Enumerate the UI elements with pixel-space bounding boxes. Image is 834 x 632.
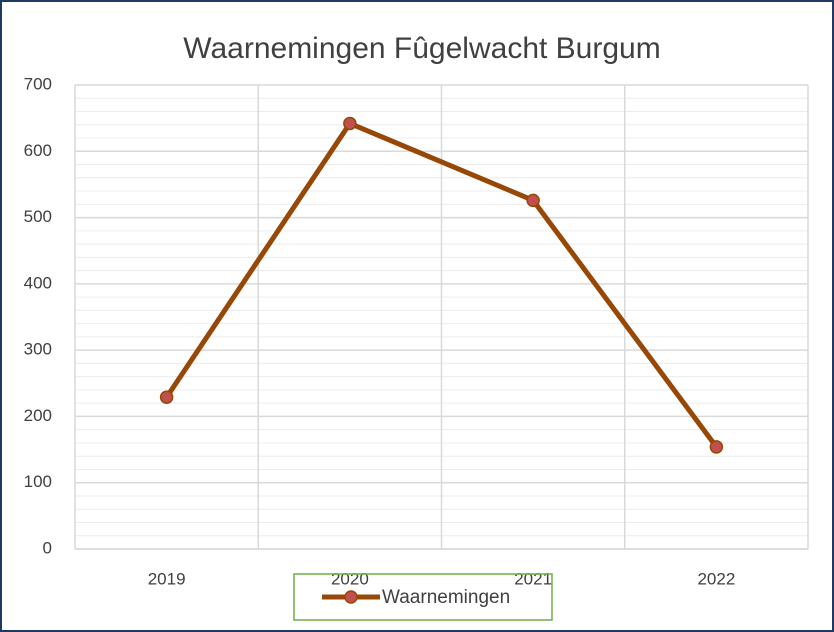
y-tick-label: 200 <box>24 406 52 425</box>
y-tick-label: 300 <box>24 340 52 359</box>
y-tick-label: 600 <box>24 141 52 160</box>
data-point <box>526 193 540 208</box>
data-point <box>709 440 724 454</box>
x-tick-label: 2021 <box>514 569 552 588</box>
data-line <box>164 120 719 449</box>
y-tick-label: 100 <box>24 472 52 491</box>
y-tick-label: 700 <box>24 74 52 93</box>
data-point <box>159 390 174 404</box>
y-tick-label: 500 <box>24 207 52 226</box>
chart-title: Waarnemingen Fûgelwacht Burgum <box>183 32 660 65</box>
legend-label: Waarnemingen <box>382 587 510 608</box>
y-tick-label: 0 <box>43 538 52 557</box>
legend-marker <box>344 590 358 604</box>
x-tick-label: 2019 <box>148 569 186 588</box>
x-tick-label: 2022 <box>697 569 735 588</box>
data-point <box>343 116 357 131</box>
legend-box <box>293 573 553 621</box>
y-tick-label: 400 <box>24 273 52 292</box>
x-tick-label: 2020 <box>331 569 369 588</box>
